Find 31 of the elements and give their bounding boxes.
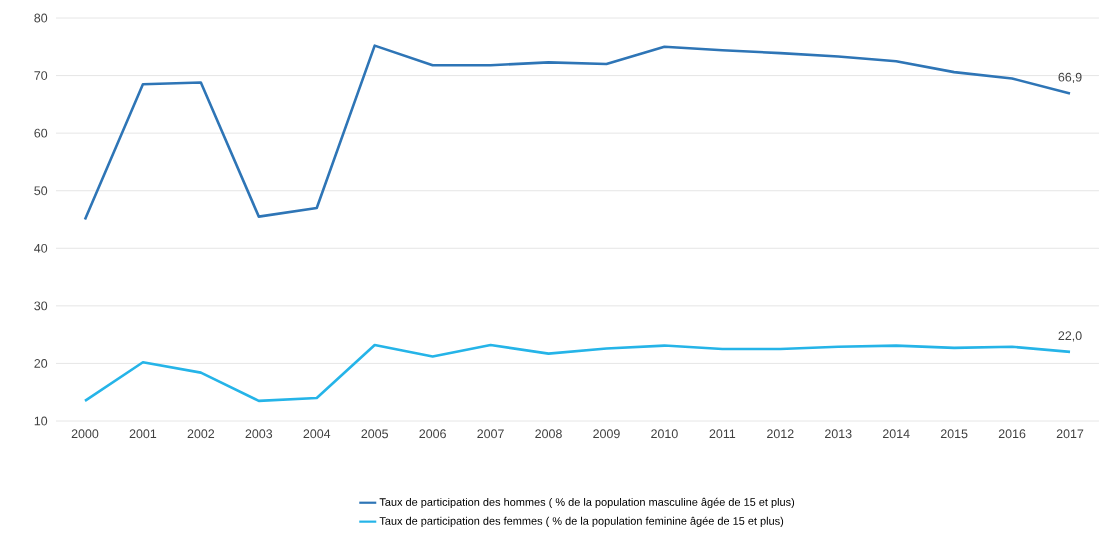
line-series	[83, 343, 1072, 403]
x-tick-label: 2016	[998, 429, 1026, 439]
x-tick-label: 2006	[419, 429, 446, 439]
y-tick-label: 30	[34, 301, 48, 311]
x-tick-label: 2009	[593, 429, 620, 439]
x-tick-label: 2011	[709, 429, 736, 439]
y-tick-label: 10	[34, 416, 48, 426]
x-tick-label: 2013	[825, 429, 852, 439]
annotation: 22,0	[1058, 331, 1082, 342]
legend-label: Taux de participation des femmes ( % de la population feminine âgée de 15 et plus)	[379, 516, 784, 528]
x-tick-label: 2015	[940, 429, 968, 439]
x-tick-label: 2000	[71, 429, 99, 439]
x-tick-label: 2017	[1056, 429, 1084, 439]
x-tick-label: 2007	[477, 429, 504, 439]
y-tick-label: 40	[34, 243, 48, 253]
x-tick-label: 2012	[767, 429, 794, 439]
x-tick-label: 2005	[361, 429, 389, 439]
y-tick-label: 20	[34, 359, 48, 368]
y-tick-label: 50	[34, 186, 48, 196]
x-tick-label: 2010	[651, 429, 678, 439]
y-tick-label: 80	[34, 13, 48, 23]
x-tick-label: 2008	[535, 429, 562, 439]
x-tick-label: 2003	[245, 429, 273, 439]
x-tick-label: 2001	[129, 429, 157, 439]
legend-label: Taux de participation des hommes ( % de la population masculine âgée de 15 et plus)	[379, 497, 795, 509]
x-tick-label: 2002	[187, 429, 215, 439]
annotation: 66,9	[1058, 72, 1082, 84]
x-tick-label: 2014	[882, 429, 910, 439]
y-tick-label: 70	[34, 71, 48, 80]
x-tick-label: 2004	[303, 429, 331, 439]
y-tick-label: 60	[34, 128, 48, 138]
